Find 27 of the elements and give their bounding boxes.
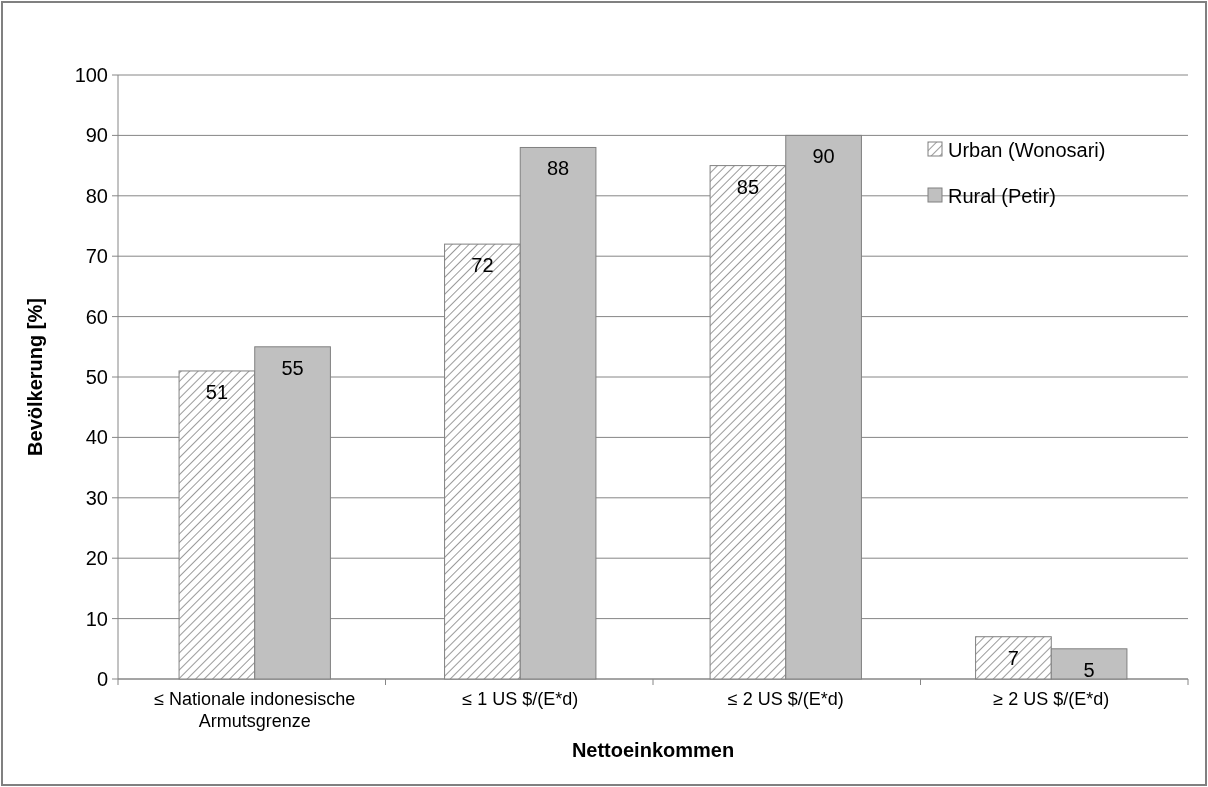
data-label: 90 — [812, 145, 835, 168]
y-tick-label: 50 — [85, 366, 108, 388]
legend-label: Rural (Petir) — [948, 185, 1056, 207]
data-label: 72 — [471, 254, 494, 277]
x-tick-label: ≤ 2 US $/(E*d) — [727, 689, 844, 709]
x-axis-title: Nettoeinkommen — [571, 739, 735, 761]
y-tick-label: 0 — [96, 668, 108, 690]
y-tick-label: 10 — [85, 607, 108, 630]
y-tick-label: 40 — [85, 426, 108, 449]
data-label: 51 — [205, 380, 229, 403]
y-tick-label: 20 — [85, 547, 108, 570]
data-label: 85 — [736, 175, 760, 198]
x-tick-label: ≤ Nationale indonesische Armutsgrenze — [154, 689, 356, 731]
data-label: 55 — [281, 356, 304, 379]
y-tick-label: 100 — [74, 64, 108, 86]
data-label: 5 — [1083, 658, 1095, 681]
data-label: 7 — [1007, 646, 1019, 669]
y-tick-label: 80 — [85, 184, 108, 207]
y-axis-title: Bevölkerung [%] — [24, 298, 46, 456]
y-tick-label: 30 — [85, 486, 108, 509]
x-tick-label: ≤ 1 US $/(E*d) — [462, 689, 579, 709]
data-label: 88 — [546, 157, 570, 180]
x-tick-label: ≥ 2 US $/(E*d) — [993, 689, 1110, 709]
y-tick-label: 60 — [85, 305, 108, 328]
y-tick-label: 70 — [85, 245, 108, 268]
legend-label: Urban (Wonosari) — [948, 139, 1106, 161]
y-tick-label: 90 — [85, 124, 108, 147]
